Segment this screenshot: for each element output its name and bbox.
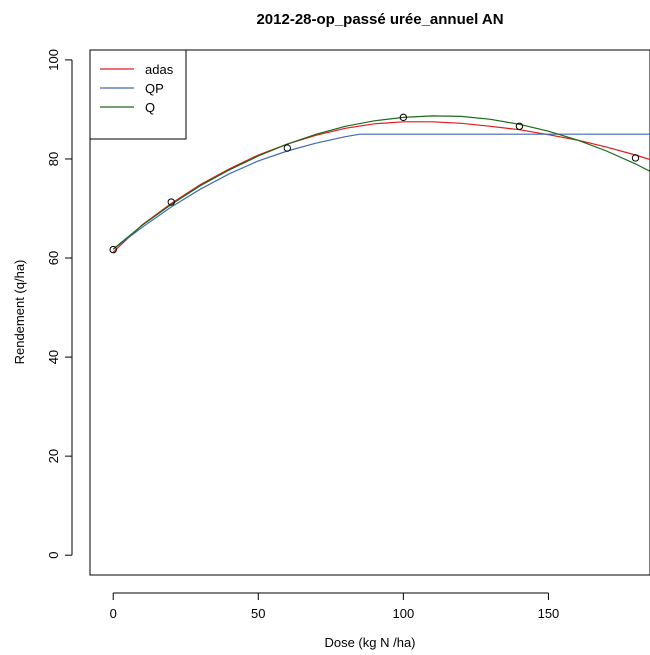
data-point bbox=[515, 122, 524, 130]
x-tick-label: 150 bbox=[538, 606, 560, 621]
x-tick-label: 100 bbox=[393, 606, 415, 621]
legend-box bbox=[89, 49, 187, 140]
x-tick-label: 50 bbox=[251, 606, 265, 621]
series-layer bbox=[112, 115, 650, 253]
series-line-qp bbox=[112, 133, 650, 250]
y-tick-label: 100 bbox=[46, 49, 61, 71]
y-tick-label: 40 bbox=[46, 350, 61, 364]
data-point bbox=[109, 245, 117, 254]
legend: adas QP Q bbox=[89, 49, 187, 140]
data-point bbox=[631, 154, 640, 162]
points-layer bbox=[109, 113, 640, 254]
y-tick-label: 0 bbox=[46, 552, 61, 559]
y-tick-label: 60 bbox=[46, 251, 61, 265]
series-line-q bbox=[112, 115, 650, 250]
x-tick-label: 0 bbox=[110, 606, 117, 621]
data-point bbox=[167, 198, 175, 206]
data-point bbox=[399, 113, 408, 122]
x-axis: 0 50 100 150 bbox=[110, 592, 560, 621]
y-tick-label: 80 bbox=[46, 152, 61, 166]
y-axis-label: Rendement (q/ha) bbox=[12, 260, 27, 365]
y-axis: 0 20 40 60 80 100 bbox=[46, 49, 73, 559]
data-point bbox=[283, 144, 292, 152]
x-axis-label: Dose (kg N /ha) bbox=[324, 635, 415, 650]
legend-label-qp: QP bbox=[145, 81, 164, 96]
y-tick-label: 20 bbox=[46, 449, 61, 463]
plot-frame bbox=[89, 49, 650, 576]
legend-label-q: Q bbox=[145, 100, 155, 115]
chart-title: 2012-28-op_passé urée_annuel AN bbox=[256, 11, 503, 28]
series-line-adas bbox=[112, 121, 650, 253]
legend-label-adas: adas bbox=[145, 62, 174, 77]
